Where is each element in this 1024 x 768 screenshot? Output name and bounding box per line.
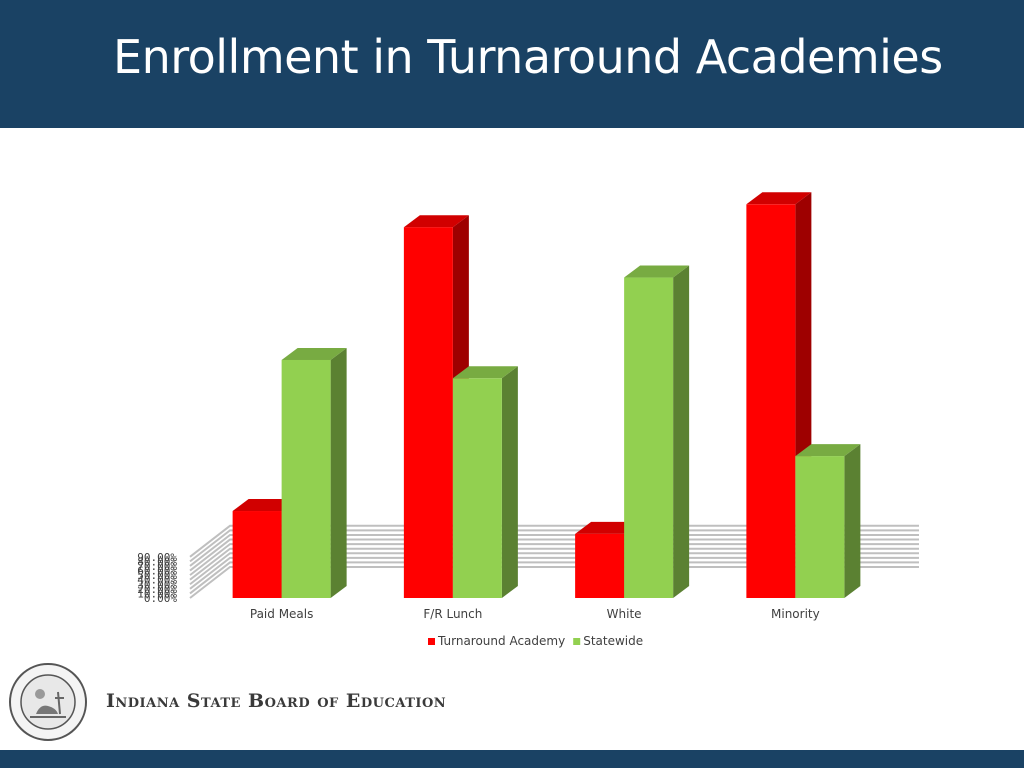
bar-statewide-minority xyxy=(795,444,861,598)
gridline xyxy=(189,556,919,590)
legend-swatch xyxy=(428,638,435,645)
bar-statewide-paid-meals xyxy=(281,347,347,598)
gridline xyxy=(189,524,919,558)
x-category-label: Paid Meals xyxy=(250,607,314,621)
legend-swatch xyxy=(573,638,581,645)
bar-turnaround-academy-f-r-lunch xyxy=(403,215,469,598)
gridline xyxy=(189,529,919,563)
gridline xyxy=(189,561,919,595)
gridline xyxy=(189,552,919,586)
x-category-label: Minority xyxy=(771,607,820,621)
y-tick-label: 80.00% xyxy=(137,555,177,568)
y-tick-label: 0.00% xyxy=(144,592,177,605)
y-tick-label: 60.00% xyxy=(137,565,177,578)
gridline xyxy=(189,547,919,581)
gridline xyxy=(189,543,919,576)
y-tick-label: 70.00% xyxy=(137,560,177,573)
state-seal-logo xyxy=(9,663,87,741)
y-tick-label: 30.00% xyxy=(137,578,177,591)
bar-statewide-white xyxy=(624,265,690,598)
gridline xyxy=(189,533,919,567)
y-tick-label: 10.00% xyxy=(137,587,177,600)
bar-statewide-f-r-lunch xyxy=(452,366,518,598)
footer-bar xyxy=(0,750,1024,768)
bar-chart: 0.00%10.00%20.00%30.00%40.00%50.00%60.00… xyxy=(137,192,919,648)
x-category-label: F/R Lunch xyxy=(423,607,482,621)
y-tick-label: 90.00% xyxy=(137,551,177,564)
y-tick-label: 20.00% xyxy=(137,583,177,596)
organization-name: Indiana State Board of Education xyxy=(106,690,447,712)
y-tick-label: 40.00% xyxy=(137,574,177,587)
y-tick-label: 50.00% xyxy=(137,569,177,582)
gridline xyxy=(189,566,919,599)
slide-title: Enrollment in Turnaround Academies xyxy=(113,30,943,84)
slide-header: Enrollment in Turnaround Academies xyxy=(0,0,1024,128)
gridline xyxy=(189,538,919,572)
legend-label: Turnaround Academy xyxy=(437,634,565,648)
x-category-label: White xyxy=(607,607,642,621)
legend-label: Statewide xyxy=(583,634,643,648)
